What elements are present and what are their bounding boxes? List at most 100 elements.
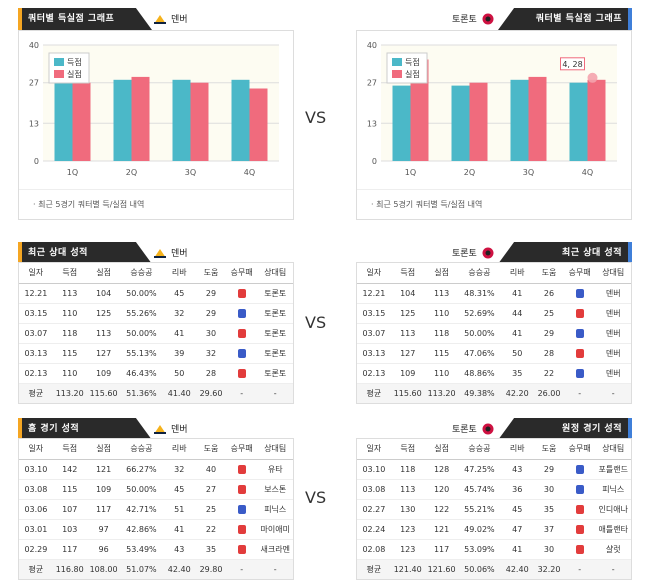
legend-swatch [54, 58, 64, 66]
table-cell: 인디애나 [595, 499, 631, 520]
table-cell: 토론토 [257, 343, 293, 364]
bar [587, 79, 606, 161]
loss-icon [575, 288, 584, 298]
table-cell: 41 [500, 283, 535, 304]
legend-swatch [54, 70, 64, 78]
win-icon [575, 308, 584, 318]
table-cell: 55.26% [120, 303, 163, 324]
column-header: 득점 [390, 439, 425, 460]
x-tick-label: 4Q [244, 168, 255, 177]
column-header: 승무패 [563, 263, 596, 284]
table-row: 03.08 113 120 45.74% 36 30 피닉스 [357, 479, 631, 500]
average-row: 평균 115.60 113.20 49.38% 42.20 26.00- - [357, 383, 631, 403]
table-cell: 42.40 [162, 559, 197, 579]
table-row: 02.24 123 121 49.02% 47 37 애틀랜타 [357, 519, 631, 540]
table-cell: 113 [424, 283, 459, 304]
table-cell: 104 [86, 283, 121, 304]
table-cell: 127 [86, 343, 121, 364]
table-cell: 96 [86, 539, 121, 560]
loss-icon [575, 484, 584, 494]
table-cell: 109 [86, 363, 121, 384]
table-cell: 45 [162, 283, 197, 304]
table-cell: 51 [162, 499, 197, 520]
table-cell: 118 [424, 323, 459, 344]
recent-table-right: 일자 득점 실점 승승공 리바 도움 승무패 상대팀 12.21 104 113 48.31% 41 26… [356, 262, 632, 404]
average-row: 평균 116.80 108.00 51.07% 42.40 29.80- - [19, 559, 293, 579]
team-toronto: 토론토 [452, 246, 495, 259]
result-cell [563, 283, 596, 304]
table-cell: 55.13% [120, 343, 163, 364]
table-cell: 02.24 [357, 519, 391, 540]
table-header-row: 일자 득점 실점 승승공 리바 도움 승무패 상대팀 [357, 439, 631, 460]
table-cell: 03.08 [19, 479, 53, 500]
table-cell: 104 [390, 283, 425, 304]
table-row: 03.07 118 113 50.00% 41 30 토론토 [19, 323, 293, 344]
table-cell: - [563, 559, 596, 579]
legend-label: 득점 [405, 57, 420, 67]
average-row: 평균 113.20 115.60 51.36% 41.40 29.60- - [19, 383, 293, 403]
table-row: 03.01 103 97 42.86% 41 22 마이애미 [19, 519, 293, 540]
table-cell: 36 [500, 479, 535, 500]
y-tick-label: 13 [29, 119, 39, 128]
recent-tab-right: 최근 상대 성적 [498, 242, 632, 264]
table-cell: 116.80 [52, 559, 87, 579]
bar [410, 59, 429, 161]
bar [72, 82, 91, 161]
table-row: 03.15 125 110 52.69% 44 25 덴버 [357, 303, 631, 324]
table-cell: 덴버 [595, 323, 631, 344]
y-tick-label: 40 [367, 41, 377, 50]
vs-label: VS [305, 108, 327, 127]
table-cell: 115 [424, 343, 459, 364]
legend-swatch [392, 58, 402, 66]
table-cell: 22 [534, 363, 564, 384]
result-cell [563, 459, 596, 480]
recent-table-left: 일자 득점 실점 승승공 리바 도움 승무패 상대팀 12.21 113 104 50.00% 45 29… [18, 262, 294, 404]
table-cell: 평균 [357, 559, 391, 579]
table-cell: 53.09% [458, 539, 501, 560]
table-cell: - [225, 383, 258, 403]
legend-label: 실점 [67, 69, 82, 79]
table-cell: 마이애미 [257, 519, 293, 540]
table-row: 02.29 117 96 53.49% 43 35 새크라멘 [19, 539, 293, 560]
x-tick-label: 2Q [126, 168, 137, 177]
table-cell: 109 [390, 363, 425, 384]
table-cell: 03.07 [357, 323, 391, 344]
table-cell: 113.20 [52, 383, 87, 403]
table-cell: 125 [86, 303, 121, 324]
table-cell: 115 [52, 343, 87, 364]
table-cell: 109 [86, 479, 121, 500]
win-icon [575, 504, 584, 514]
table-cell: 42.86% [120, 519, 163, 540]
table-cell: 49.02% [458, 519, 501, 540]
bar [54, 79, 73, 161]
column-header: 도움 [196, 439, 226, 460]
table-cell: 토론토 [257, 323, 293, 344]
column-header: 승승공 [458, 263, 501, 284]
table-cell: 48.86% [458, 363, 501, 384]
win-icon [237, 288, 246, 298]
table-cell: 41 [162, 323, 197, 344]
bar [172, 79, 191, 161]
table-cell: 110 [52, 363, 87, 384]
table-cell: - [225, 559, 258, 579]
bar [569, 82, 588, 161]
loss-icon [237, 504, 246, 514]
chart-tab-right: 쿼터별 득실점 그래프 [498, 8, 632, 30]
x-tick-label: 4Q [582, 168, 593, 177]
table-cell: 피닉스 [257, 499, 293, 520]
loss-icon [575, 328, 584, 338]
column-header: 도움 [534, 439, 564, 460]
table-cell: 02.13 [19, 363, 53, 384]
table-cell: 45 [500, 499, 535, 520]
table-cell: 40 [196, 459, 226, 480]
table-cell: 46.43% [120, 363, 163, 384]
table-cell: 피닉스 [595, 479, 631, 500]
table-cell: 41 [500, 539, 535, 560]
table-cell: 122 [424, 499, 459, 520]
tooltip [560, 57, 585, 71]
denver-logo-icon [154, 248, 166, 258]
table-row: 02.13 109 110 48.86% 35 22 덴버 [357, 363, 631, 384]
column-header: 승무패 [563, 439, 596, 460]
result-cell [563, 323, 596, 344]
chart-panel-right: 0 13 27 40 1Q 2Q 3Q 4Q 득점 실점 4, 28 · 최근 5경기 쿼터별 득/… [356, 30, 632, 220]
